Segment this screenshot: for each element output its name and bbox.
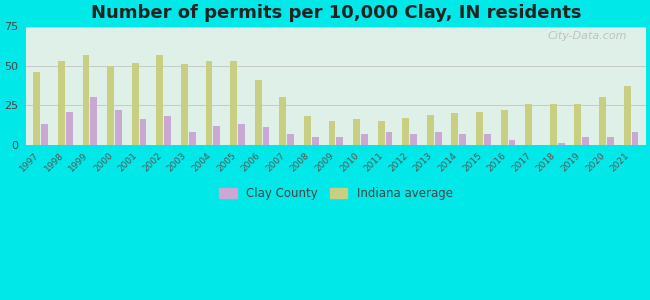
Bar (582, 137, 590, 145)
Bar (328, 121, 335, 145)
Bar (66, 112, 73, 145)
Bar (435, 132, 441, 145)
Bar (263, 128, 270, 145)
Bar (484, 134, 491, 145)
Bar (632, 132, 638, 145)
Bar (410, 134, 417, 145)
Title: Number of permits per 10,000 Clay, IN residents: Number of permits per 10,000 Clay, IN re… (90, 4, 581, 22)
Bar (558, 143, 565, 145)
Bar (107, 66, 114, 145)
Bar (140, 119, 146, 145)
Bar (607, 137, 614, 145)
Bar (304, 116, 311, 145)
Bar (280, 98, 286, 145)
Bar (336, 137, 343, 145)
Bar (575, 104, 581, 145)
Bar (452, 113, 458, 145)
Text: City-Data.com: City-Data.com (548, 31, 627, 41)
Bar (205, 61, 213, 145)
Bar (427, 115, 434, 145)
Bar (500, 110, 508, 145)
Bar (213, 126, 220, 145)
Bar (255, 80, 261, 145)
Bar (58, 61, 65, 145)
Bar (33, 72, 40, 145)
Bar (230, 61, 237, 145)
Bar (312, 137, 318, 145)
Bar (353, 119, 360, 145)
Bar (460, 134, 466, 145)
Bar (525, 104, 532, 145)
Bar (624, 86, 630, 145)
Bar (115, 110, 122, 145)
Bar (402, 118, 410, 145)
Bar (238, 124, 245, 145)
Bar (287, 134, 294, 145)
Legend: Clay County, Indiana average: Clay County, Indiana average (215, 184, 456, 204)
Bar (83, 55, 90, 145)
Bar (599, 98, 606, 145)
Bar (476, 112, 483, 145)
Bar (41, 124, 48, 145)
Bar (90, 98, 98, 145)
Bar (132, 63, 138, 145)
Bar (550, 104, 557, 145)
Bar (385, 132, 393, 145)
Bar (164, 116, 171, 145)
Bar (188, 132, 196, 145)
Bar (181, 64, 188, 145)
Bar (156, 55, 163, 145)
Bar (378, 121, 385, 145)
Bar (508, 140, 515, 145)
Bar (361, 134, 368, 145)
